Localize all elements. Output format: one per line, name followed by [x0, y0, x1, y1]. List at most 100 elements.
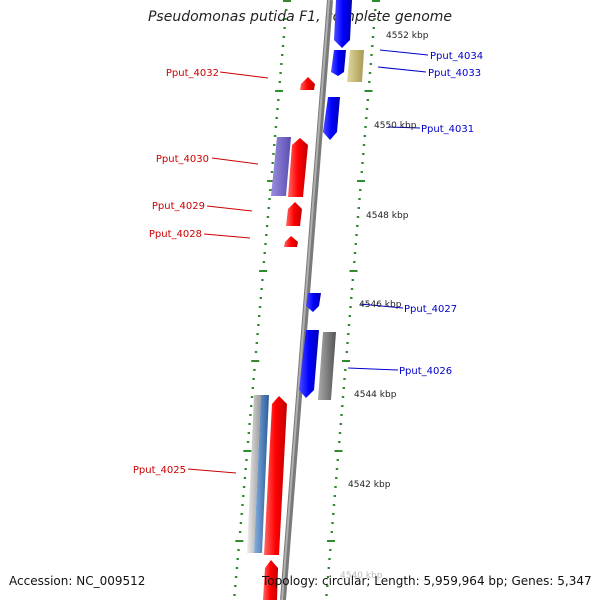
ruler-label-4548: 4548 kbp — [366, 211, 409, 221]
ruler-label-4540: 4540 kbp — [340, 571, 383, 581]
ruler-tick — [369, 63, 372, 65]
ruler-tick — [357, 207, 360, 209]
ruler-tick — [351, 279, 354, 281]
gene-pput-4034-feature[interactable] — [334, 0, 352, 48]
ruler-tick — [271, 162, 274, 164]
ruler-tick — [335, 477, 338, 479]
ruler-tick — [354, 243, 357, 245]
gene-label-pput-4029[interactable]: Pput_4029 — [152, 201, 205, 212]
ruler-tick — [336, 459, 339, 461]
gene-pput-4031-feature[interactable] — [323, 97, 340, 140]
ruler-tick — [246, 441, 250, 443]
gene-label-pput-4032[interactable]: Pput_4032 — [166, 68, 219, 79]
ruler-ticks — [233, 0, 380, 596]
ruler-tick — [357, 180, 365, 182]
ruler-tick — [278, 81, 281, 83]
ruler-tick — [277, 99, 280, 101]
ruler-tick — [263, 252, 266, 254]
ruler-tick — [346, 342, 349, 344]
ruler-tick — [365, 117, 368, 119]
ruler-tick — [251, 387, 254, 389]
ruler-tick — [370, 54, 373, 56]
ruler-tick — [275, 117, 278, 119]
ruler-tick — [252, 378, 255, 380]
accession-label: Accession: NC_009512 — [9, 574, 146, 588]
ruler-tick — [270, 171, 274, 173]
ruler-tick — [269, 189, 272, 191]
ruler-labels: 4552 kbp 4550 kbp 4548 kbp 4546 kbp 4544… — [340, 31, 429, 581]
ruler-tick — [248, 423, 251, 425]
ruler-tick — [325, 594, 328, 596]
ruler-tick — [350, 297, 353, 299]
ruler-tick — [334, 486, 337, 488]
ruler-tick — [353, 252, 357, 254]
ruler-tick — [250, 396, 254, 398]
ruler-tick — [234, 585, 237, 587]
ruler-tick — [363, 135, 366, 137]
ruler-tick — [265, 225, 269, 227]
ruler-tick — [355, 234, 358, 236]
ruler-tick — [249, 414, 252, 416]
gene-pput-4032-feature[interactable] — [300, 77, 315, 90]
ruler-tick — [356, 216, 360, 218]
gene-pput-4026-feature[interactable] — [299, 330, 319, 398]
gene-label-pput-4031[interactable]: Pput_4031 — [421, 124, 474, 135]
ruler-tick — [256, 333, 259, 335]
ruler-tick — [371, 45, 374, 47]
ruler-tick — [265, 234, 268, 236]
ruler-tick — [243, 477, 247, 479]
ruler-tick — [343, 378, 346, 380]
ruler-tick — [264, 243, 267, 245]
ruler-tick — [368, 72, 372, 74]
ruler-tick — [259, 297, 262, 299]
ruler-tick — [365, 108, 369, 110]
ruler-tick — [345, 351, 348, 353]
forward-strand-features — [247, 77, 315, 600]
ruler-tick — [241, 504, 244, 506]
gene-pput-4033-feature[interactable] — [347, 50, 364, 82]
gene-pput-4028-feature[interactable] — [284, 236, 298, 247]
ruler-tick — [282, 36, 285, 38]
ruler-tick — [372, 27, 375, 29]
ruler-tick — [250, 405, 253, 407]
ruler-tick — [235, 540, 244, 542]
ruler-tick — [372, 0, 380, 2]
ruler-label-4546: 4546 kbp — [359, 300, 402, 310]
ruler-tick — [338, 432, 342, 434]
ruler-tick — [281, 54, 284, 56]
ruler-tick — [327, 567, 330, 569]
ruler-tick — [347, 324, 351, 326]
gene-label-pput-4025[interactable]: Pput_4025 — [133, 465, 186, 476]
ruler-tick — [339, 423, 342, 425]
gene-pput-4025-feature[interactable] — [264, 396, 287, 555]
ruler-tick — [364, 126, 367, 128]
ruler-tick — [359, 189, 362, 191]
ruler-tick — [280, 63, 283, 65]
ruler-tick — [261, 279, 264, 281]
ruler-tick — [254, 351, 258, 353]
gene-label-pput-4027[interactable]: Pput_4027 — [404, 304, 457, 315]
map-title: Pseudomonas putida F1, complete genome — [147, 9, 453, 25]
ruler-tick — [255, 342, 258, 344]
ruler-tick — [364, 90, 373, 92]
ruler-tick — [267, 207, 270, 209]
ruler-tick — [341, 396, 345, 398]
gene-label-pput-4026[interactable]: Pput_4026 — [399, 366, 452, 377]
gene-label-pput-4034[interactable]: Pput_4034 — [430, 51, 483, 62]
gene-label-pput-4030[interactable]: Pput_4030 — [156, 154, 209, 165]
gene-label-pput-4033[interactable]: Pput_4033 — [428, 68, 481, 79]
ruler-tick — [366, 99, 369, 101]
reverse-gene-labels: Pput_4034 Pput_4033 Pput_4031 Pput_4027 … — [399, 51, 483, 377]
ruler-tick — [331, 522, 334, 524]
ruler-tick — [235, 567, 239, 569]
ruler-tick — [276, 108, 279, 110]
ruler-tick — [368, 81, 371, 83]
gene-label-pput-4028[interactable]: Pput_4028 — [149, 229, 202, 240]
ruler-tick — [362, 153, 365, 155]
genome-summary: Topology: circular; Length: 5,959,964 bp… — [262, 574, 592, 588]
forward-gene-labels: Pput_4032 Pput_4030 Pput_4029 Pput_4028 … — [133, 68, 219, 476]
gene-pput-4029-feature[interactable] — [286, 202, 302, 226]
gene-pput-4030-feature[interactable] — [288, 138, 308, 197]
ruler-tick — [273, 144, 276, 146]
gene-pput-4027-feature[interactable] — [306, 293, 321, 312]
